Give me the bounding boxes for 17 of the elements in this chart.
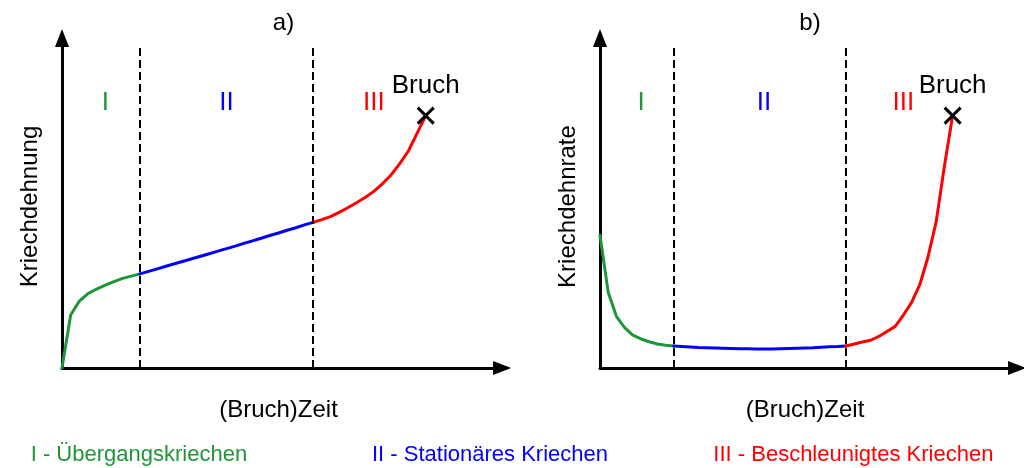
text: II (756, 85, 772, 116)
text: I (101, 85, 109, 116)
text: I (637, 85, 645, 116)
y-axis-title: Kriechdehnung (14, 125, 42, 288)
chart-title: a) (272, 7, 295, 35)
text: III (892, 85, 915, 116)
x-axis-title: (Bruch)Zeit (745, 394, 865, 422)
text: Bruch (918, 69, 987, 100)
text: II (219, 85, 234, 116)
text: Bruch (391, 69, 460, 100)
text: III (362, 85, 385, 116)
chart-title: b) (799, 7, 821, 35)
text: I - Übergangskriechen (30, 440, 248, 466)
x-axis-title: (Bruch)Zeit (219, 394, 339, 422)
text: II - Stationäres Kriechen (372, 440, 609, 466)
y-axis-title: Kriechdehnrate (552, 125, 580, 288)
text: III - Beschleunigtes Kriechen (713, 440, 994, 466)
